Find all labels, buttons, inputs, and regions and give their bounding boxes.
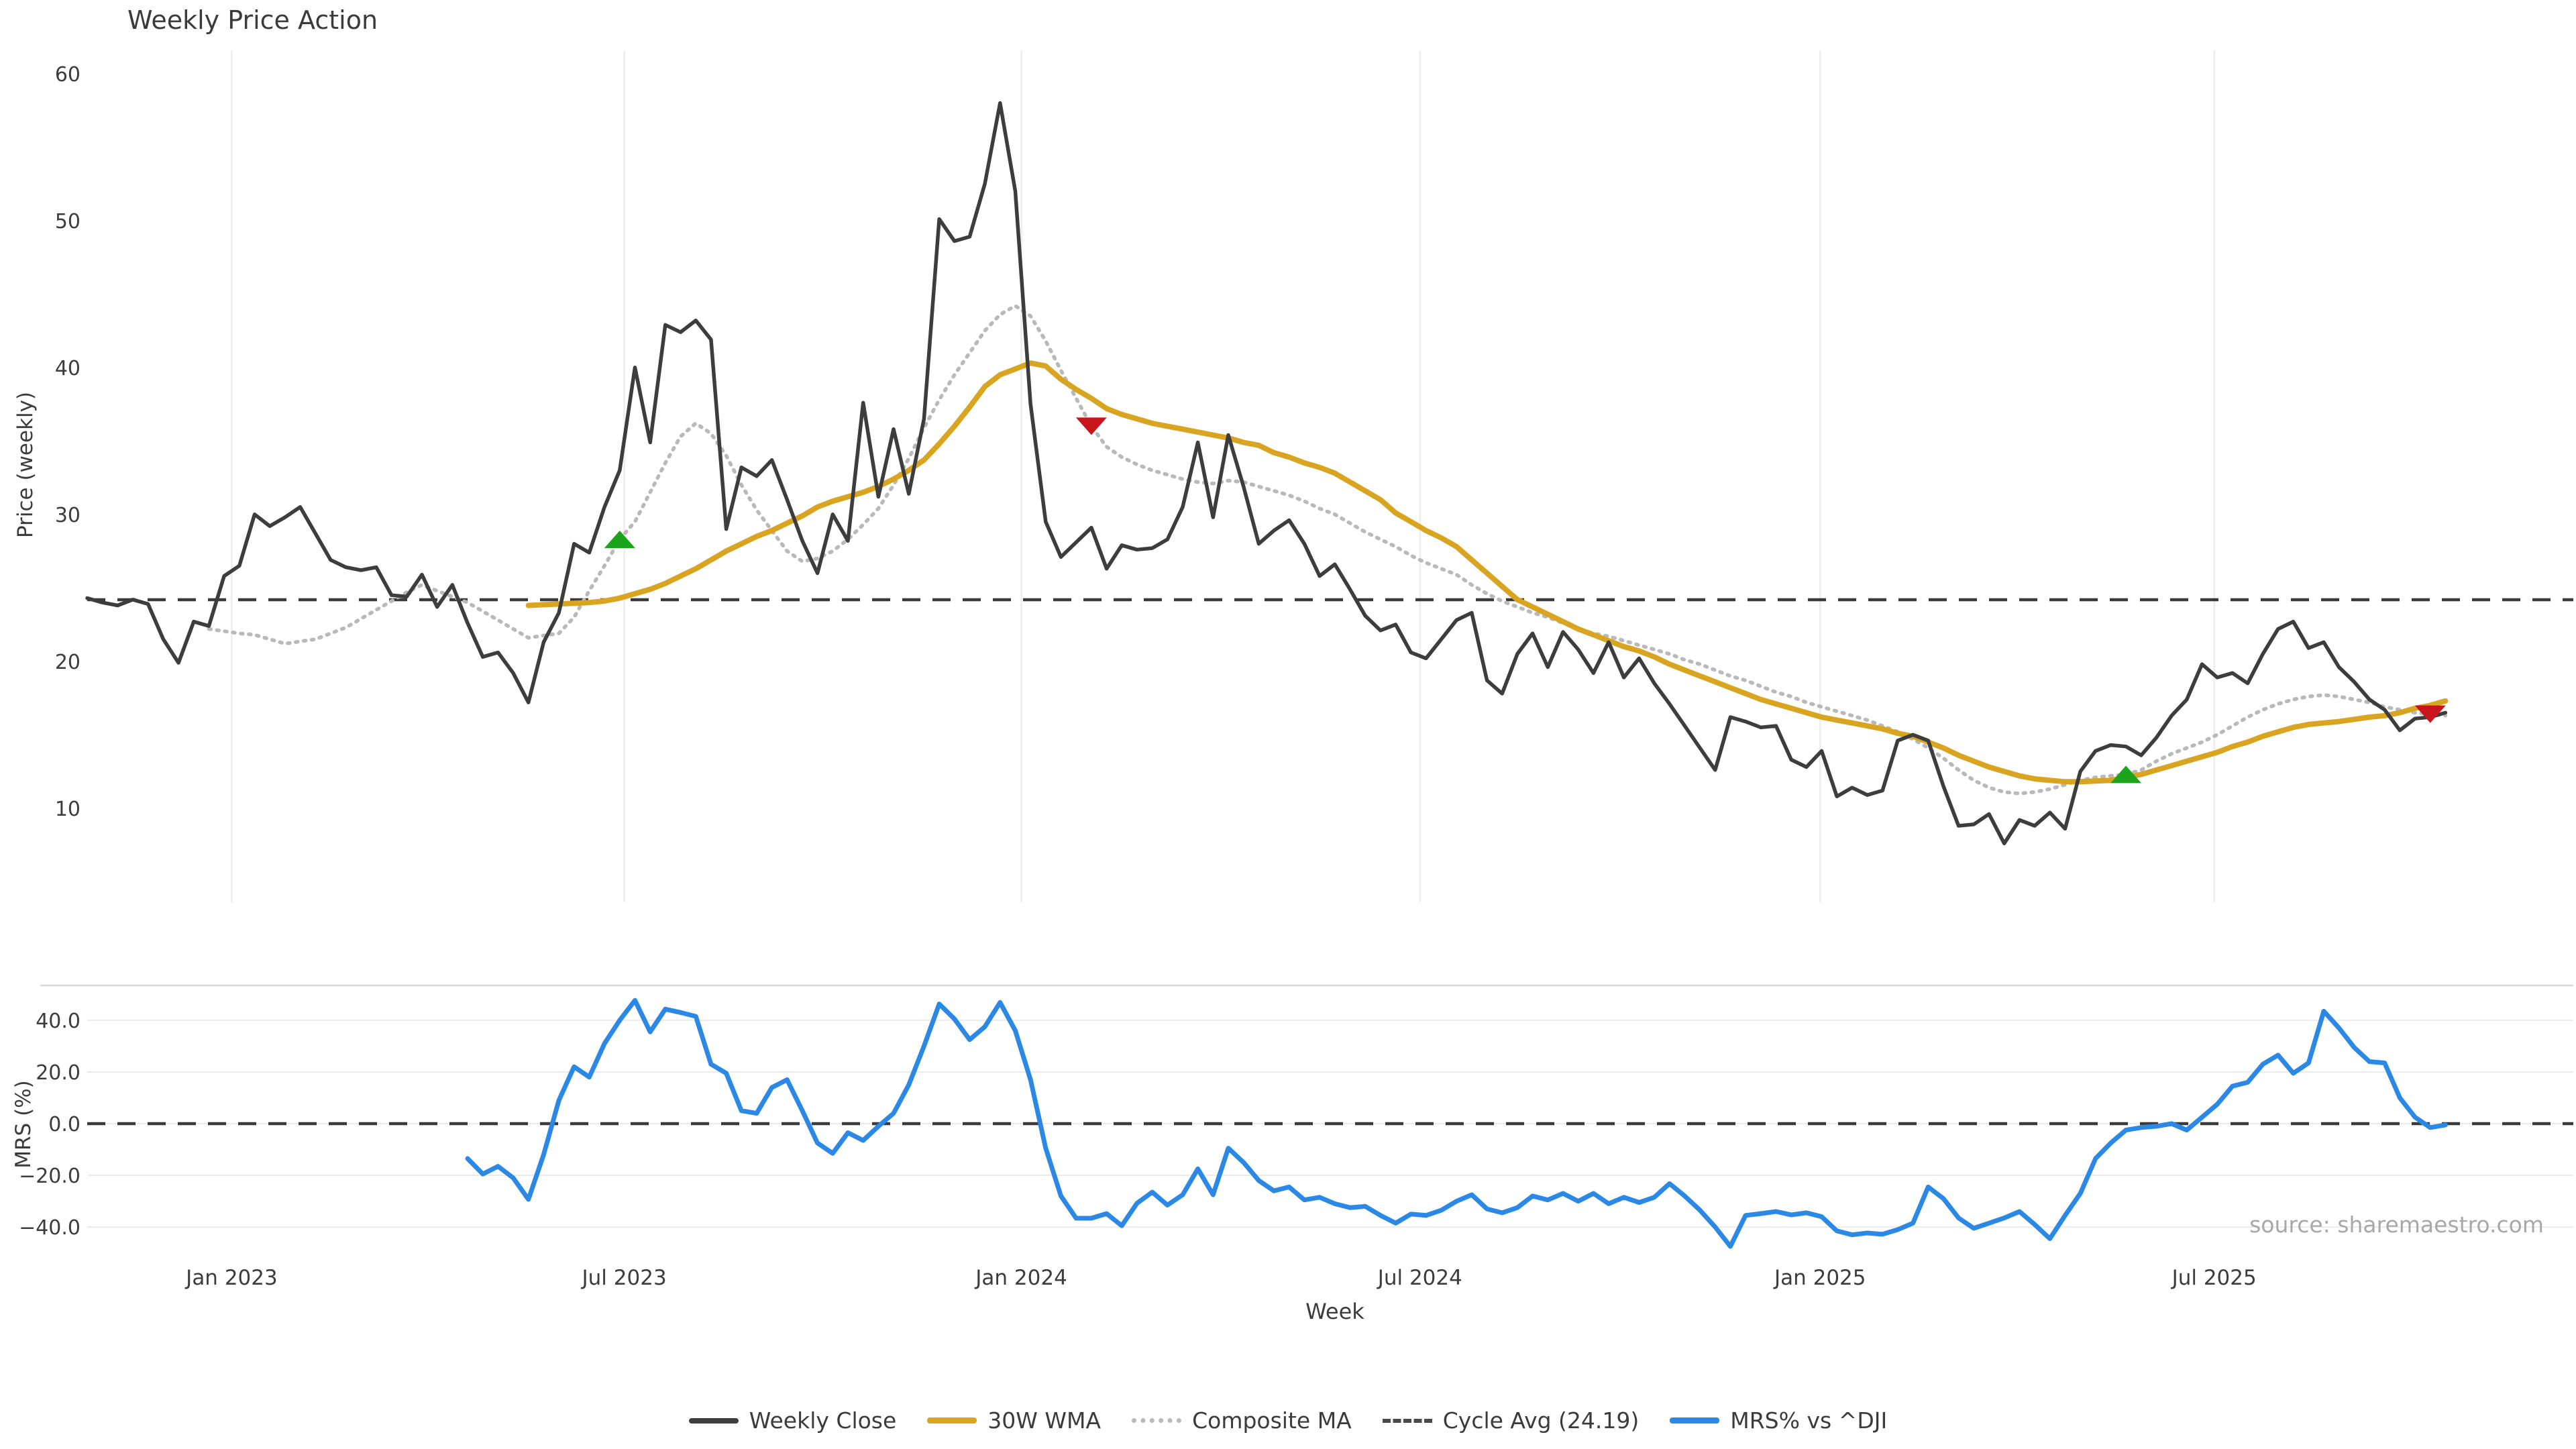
weekly-close-line [85,101,2448,846]
x-tick-Jul-2023: Jul 2023 [581,1266,667,1290]
legend-label: Weekly Close [749,1407,897,1434]
x-tick-Jan-2025: Jan 2025 [1773,1266,1866,1290]
source-attribution: source: sharemaestro.com [2249,1212,2544,1238]
cycle-avg-swatch-icon [1382,1418,1432,1423]
wma-line-swatch-icon [927,1417,977,1424]
mrs-tick--40: −40.0 [19,1216,80,1240]
price-tick-40: 40 [55,357,80,380]
legend-item-cycle-avg: Cycle Avg (24.19) [1382,1407,1640,1434]
legend-item-30w-wma: 30W WMA [927,1407,1101,1434]
mrs-tick--20: −20.0 [19,1165,80,1188]
composite-ma-swatch-icon [1132,1418,1182,1423]
x-tick-Jan-2023: Jan 2023 [184,1266,278,1290]
mrs-line-swatch-icon [1670,1417,1720,1424]
sell-signal-marker-3 [2414,705,2446,723]
week-axis-label: Week [1305,1299,1364,1324]
legend-item-composite-ma: Composite MA [1132,1407,1352,1434]
legend-label: Cycle Avg (24.19) [1442,1407,1640,1434]
legend-label: MRS% vs ^DJI [1730,1407,1888,1434]
weekly-close-line-swatch-icon [688,1417,739,1424]
price-tick-50: 50 [55,210,80,233]
legend-item-weekly-close: Weekly Close [688,1407,897,1434]
mrs-tick-20: 20.0 [36,1061,80,1085]
page-title: Weekly Price Action [127,5,378,35]
price-tick-20: 20 [55,651,80,674]
mrs-tick-40: 40.0 [36,1010,80,1033]
x-tick-Jul-2024: Jul 2024 [1377,1266,1462,1290]
price-tick-60: 60 [55,63,80,87]
mrs-axis-label: MRS (%) [11,1080,36,1169]
buy-signal-marker-0 [604,530,635,548]
mrs-line [465,998,2448,1249]
legend-label: Composite MA [1192,1407,1352,1434]
x-tick-Jul-2025: Jul 2025 [2171,1266,2257,1290]
x-tick-Jan-2024: Jan 2024 [974,1266,1067,1290]
chart-legend: Weekly Close 30W WMA Composite MA Cycle … [0,1407,2576,1434]
legend-label: 30W WMA [987,1407,1102,1434]
sell-signal-marker-1 [1075,417,1107,435]
price-axis-label: Price (weekly) [13,391,38,538]
buy-signal-marker-2 [2110,765,2142,784]
price-tick-30: 30 [55,504,80,527]
price-tick-10: 10 [55,798,80,821]
mrs-tick-0: 0.0 [48,1113,80,1136]
composite-ma-line [207,304,2448,796]
legend-item-mrs: MRS% vs ^DJI [1670,1407,1887,1434]
